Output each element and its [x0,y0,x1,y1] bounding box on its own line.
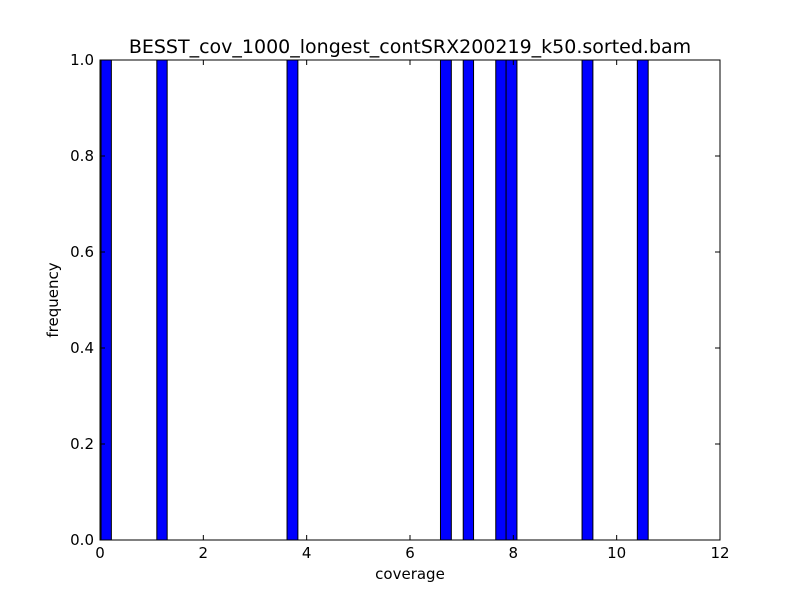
x-tick-label: 4 [302,544,312,562]
chart-title: BESST_cov_1000_longest_contSRX200219_k50… [129,36,691,58]
plot-frame [99,59,721,541]
x-tick-label: 0 [95,544,105,562]
y-tick-label: 0.0 [70,531,94,549]
y-tick-label: 0.6 [70,243,94,261]
y-tick-label: 0.2 [70,435,94,453]
x-tick-label: 10 [607,544,626,562]
bar-2 [286,59,299,541]
x-axis-ticks: 0 2 4 6 8 10 12 [95,60,730,562]
bar-6 [505,59,518,541]
y-axis-ticks: 0.0 0.2 0.4 0.6 0.8 1.0 [70,51,720,549]
bar-0 [100,59,112,541]
y-tick-label: 0.8 [70,147,94,165]
y-tick-label: 1.0 [70,51,94,69]
bar-3 [439,59,452,541]
x-tick-label: 12 [710,544,729,562]
bar-7 [581,59,594,541]
y-tick-label: 0.4 [70,339,94,357]
bar-8 [636,59,649,541]
x-axis-label: coverage [375,565,445,583]
bar-4 [462,59,475,541]
x-tick-label: 8 [509,544,519,562]
bar-5 [495,59,507,541]
x-tick-label: 2 [199,544,209,562]
bars-group [100,59,649,541]
y-axis-label: frequency [44,262,62,337]
x-tick-label: 6 [405,544,415,562]
bar-1 [156,59,168,541]
